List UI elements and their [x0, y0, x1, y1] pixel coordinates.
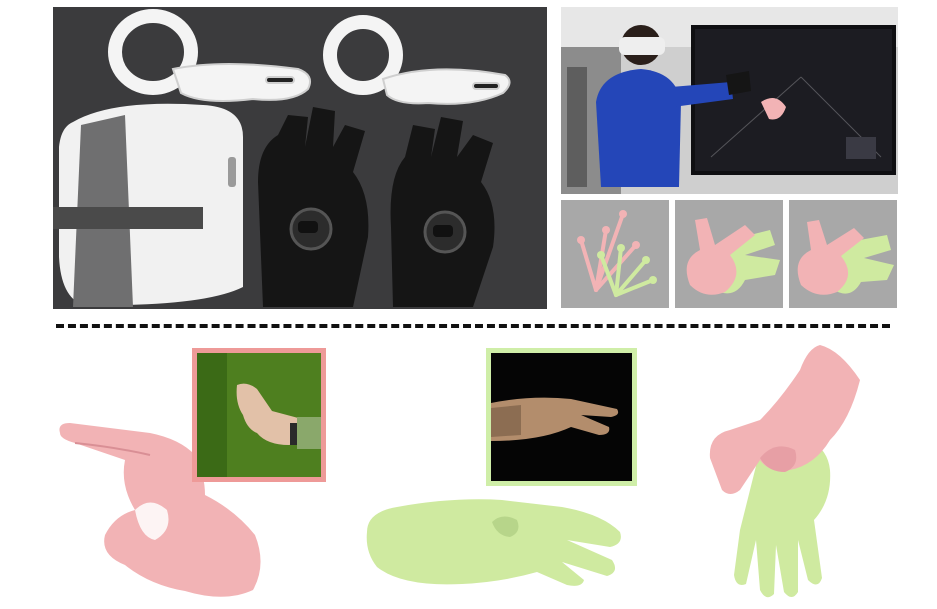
- right-glove: [390, 117, 495, 307]
- green-hand-photo: [486, 348, 637, 486]
- pink-hand-photo: [192, 348, 326, 482]
- person-in-vr: [596, 25, 751, 187]
- vr-headset: [53, 103, 243, 307]
- section-divider: [56, 324, 890, 328]
- skeleton-hand-panel: [561, 200, 669, 308]
- user-photo: [561, 7, 898, 194]
- pink-hand-pinch: [55, 415, 270, 600]
- hardware-photo: [53, 7, 547, 309]
- refined-mesh-hand-panel: [789, 200, 897, 308]
- left-controller: [108, 9, 311, 102]
- right-controller: [323, 15, 511, 105]
- green-hand-flat: [362, 492, 627, 590]
- mesh-hand-panel: [675, 200, 783, 308]
- left-glove: [258, 107, 369, 307]
- pink-green-hand-pair: [700, 340, 860, 600]
